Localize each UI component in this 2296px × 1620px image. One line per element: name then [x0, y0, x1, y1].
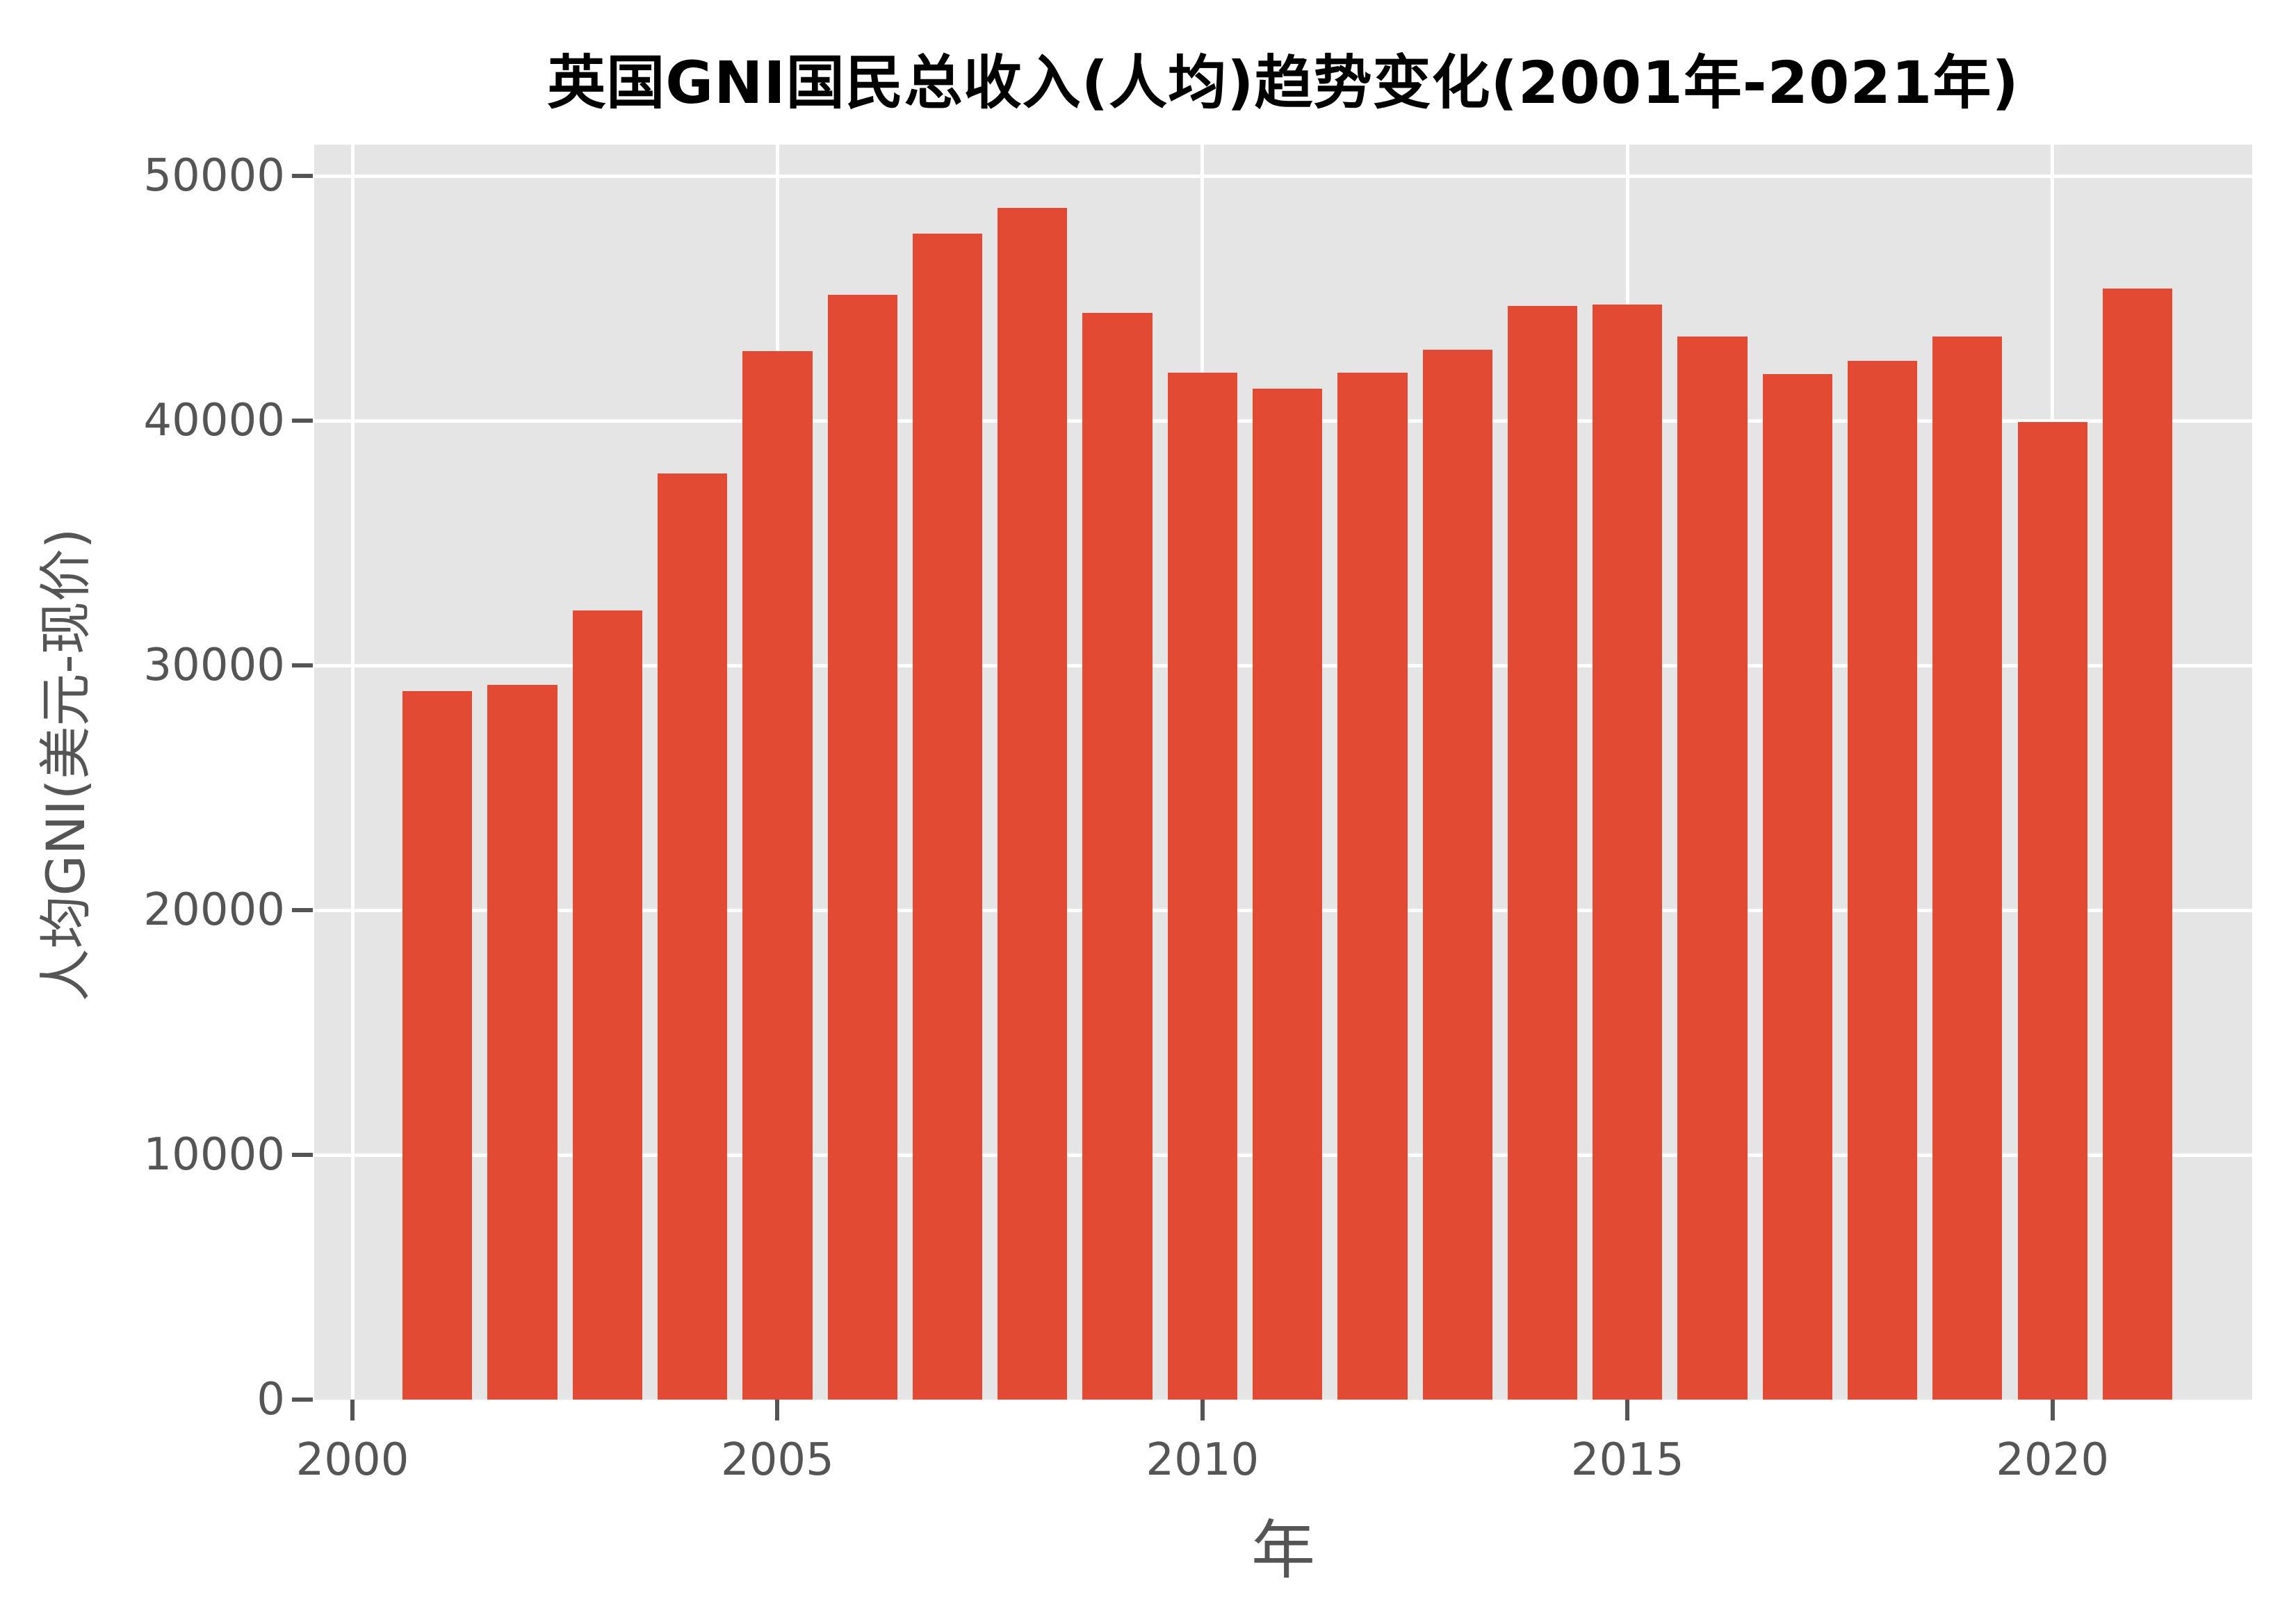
plot-panel — [314, 145, 2252, 1400]
y-tick-mark-40000 — [292, 419, 313, 423]
bar-2003 — [572, 610, 642, 1400]
x-tick-label-2000: 2000 — [295, 1434, 409, 1486]
chart-title: 英国GNI国民总收入(人均)趋势变化(2001年-2021年) — [547, 49, 2019, 117]
y-tick-label-40000: 40000 — [143, 395, 285, 447]
bar-2004 — [658, 473, 728, 1400]
bar-2007 — [912, 233, 983, 1400]
x-gridline-2000 — [350, 145, 355, 1400]
y-tick-label-30000: 30000 — [143, 640, 285, 692]
x-tick-mark-2020 — [2050, 1400, 2055, 1420]
x-tick-mark-2000 — [350, 1400, 355, 1420]
x-tick-label-2015: 2015 — [1570, 1434, 1684, 1486]
bar-2006 — [827, 294, 897, 1400]
y-gridline-50000 — [314, 174, 2252, 178]
x-tick-label-2020: 2020 — [1996, 1434, 2110, 1486]
bar-2002 — [487, 685, 557, 1400]
y-tick-mark-0 — [292, 1398, 313, 1402]
bar-2011 — [1252, 389, 1323, 1400]
bar-2012 — [1337, 373, 1408, 1400]
y-tick-label-50000: 50000 — [143, 150, 285, 202]
x-tick-label-2010: 2010 — [1146, 1434, 1260, 1486]
y-tick-mark-30000 — [292, 663, 313, 668]
x-tick-mark-2005 — [775, 1400, 780, 1420]
bar-2005 — [742, 350, 813, 1400]
bar-2019 — [1932, 336, 2003, 1400]
bar-2020 — [2017, 421, 2087, 1400]
y-tick-mark-10000 — [292, 1153, 313, 1157]
x-tick-label-2005: 2005 — [720, 1434, 834, 1486]
bar-2016 — [1677, 336, 1748, 1400]
bar-2015 — [1593, 304, 1663, 1400]
y-axis-title: 人均GNI(美元-现价) — [35, 528, 97, 1002]
bar-2001 — [402, 690, 473, 1400]
y-tick-label-10000: 10000 — [143, 1129, 285, 1181]
x-tick-mark-2010 — [1200, 1400, 1205, 1420]
bar-2013 — [1422, 349, 1492, 1400]
bar-2014 — [1507, 305, 1578, 1400]
y-tick-label-0: 0 — [257, 1374, 285, 1425]
x-axis-title: 年 — [1251, 1513, 1316, 1588]
y-tick-mark-20000 — [292, 908, 313, 913]
bar-2008 — [998, 207, 1068, 1400]
bar-2017 — [1762, 374, 1832, 1400]
bar-2010 — [1167, 373, 1237, 1400]
bar-2018 — [1847, 360, 1918, 1400]
bar-2021 — [2102, 288, 2173, 1400]
y-tick-label-20000: 20000 — [143, 884, 285, 937]
x-tick-mark-2015 — [1625, 1400, 1630, 1420]
bar-2009 — [1082, 313, 1153, 1400]
y-tick-mark-50000 — [292, 174, 313, 179]
